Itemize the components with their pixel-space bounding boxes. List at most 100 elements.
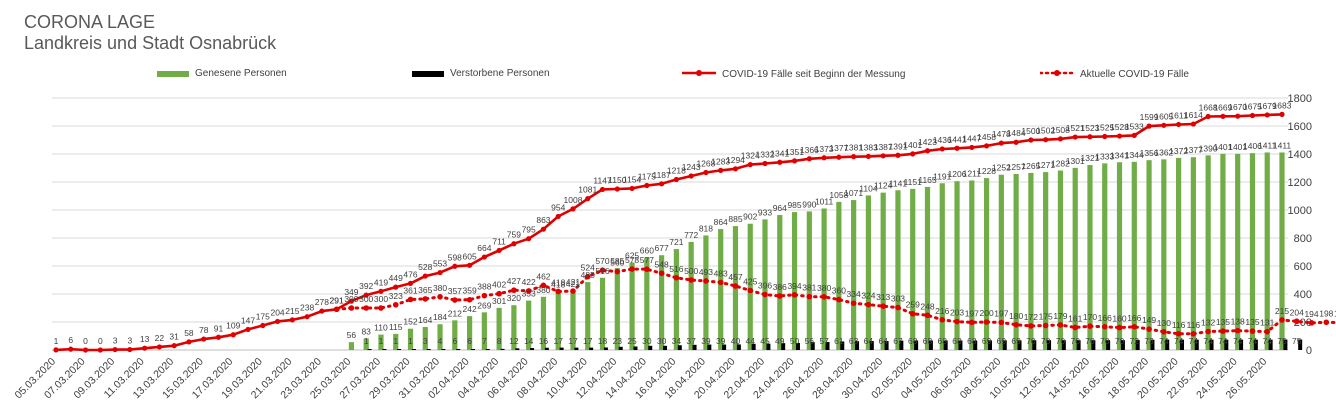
active-data-label: 402 <box>492 280 506 290</box>
active-data-label: 131 <box>1260 318 1274 328</box>
active-point <box>599 267 606 274</box>
deaths-bar <box>1032 340 1037 350</box>
deaths-bar <box>382 349 387 350</box>
active-point <box>1264 328 1271 335</box>
active-point <box>1234 327 1241 334</box>
active-data-label: 324 <box>861 291 875 301</box>
cumulative-point <box>555 213 561 220</box>
recovered-bar <box>555 291 561 350</box>
active-point <box>969 319 975 326</box>
cumulative-data-label: 664 <box>477 243 491 253</box>
deaths-bar <box>589 347 594 350</box>
active-data-label: 300 <box>359 294 373 304</box>
deaths-bar <box>1002 340 1007 350</box>
cumulative-data-label: 1423 <box>918 137 937 147</box>
deaths-bar <box>544 347 549 350</box>
deaths-data-label: 68 <box>938 336 948 346</box>
recovered-data-label: 1058 <box>829 190 848 200</box>
recovered-data-label: 421 <box>566 279 580 289</box>
active-data-label: 135 <box>1245 317 1259 327</box>
recovered-data-label: 1151 <box>904 177 923 187</box>
recovered-data-label: 1141 <box>889 178 908 188</box>
active-point <box>1101 323 1108 330</box>
active-data-label: 180 <box>1009 311 1023 321</box>
cumulative-data-label: 1500 <box>1021 126 1040 136</box>
cumulative-data-label: 91 <box>214 323 224 333</box>
cumulative-point <box>97 347 103 353</box>
active-data-label: 560 <box>610 258 624 268</box>
deaths-bar <box>973 340 978 350</box>
cumulative-point <box>983 143 990 149</box>
recovered-bar <box>969 180 975 350</box>
deaths-bar <box>515 348 520 350</box>
cumulative-point <box>186 339 192 345</box>
recovered-bar <box>570 291 576 350</box>
legend-item-active: Aktuelle COVID-19 Fälle <box>1038 68 1189 81</box>
recovered-bar <box>1028 172 1034 350</box>
cumulative-data-label: 1523 <box>1081 123 1100 133</box>
recovered-data-label: 864 <box>714 217 728 227</box>
active-data-label: 388 <box>477 282 491 292</box>
deaths-bar <box>1283 339 1288 350</box>
cumulative-data-label: 1387 <box>874 142 893 152</box>
cumulative-data-label: 109 <box>226 321 240 331</box>
recovered-data-label: 269 <box>477 300 491 310</box>
recovered-data-label: 1372 <box>1169 146 1188 156</box>
recovered-data-label: 660 <box>640 246 654 256</box>
cumulative-point <box>1028 137 1034 143</box>
active-data-label: 396 <box>758 281 772 291</box>
deaths-bar <box>426 349 431 350</box>
deaths-data-label: 3 <box>423 336 428 346</box>
cumulative-data-label: 1373 <box>815 144 834 154</box>
recovered-data-label: 301 <box>492 296 506 306</box>
deaths-data-label: 68 <box>952 336 962 346</box>
deaths-data-label: 4 <box>438 336 443 346</box>
cumulative-point <box>112 346 118 353</box>
active-data-label: 300 <box>344 294 358 304</box>
cumulative-data-label: 1377 <box>829 143 848 153</box>
active-point <box>1249 328 1256 334</box>
cumulative-point <box>614 186 620 192</box>
legend-swatch-recovered <box>157 70 189 77</box>
cumulative-point <box>1043 137 1049 143</box>
cumulative-point <box>1013 139 1019 145</box>
cumulative-data-label: 1447 <box>962 133 981 143</box>
active-point <box>821 294 827 300</box>
deaths-bar <box>1076 340 1081 350</box>
deaths-data-label: 1 <box>379 336 384 346</box>
active-point <box>880 303 886 309</box>
cumulative-point <box>526 236 532 242</box>
active-data-label: 457 <box>728 272 742 282</box>
cumulative-data-label: 3 <box>113 336 118 346</box>
cumulative-data-label: 1508 <box>1051 125 1070 135</box>
active-point <box>1116 324 1123 331</box>
cumulative-point <box>466 262 473 268</box>
cumulative-data-label: 1268 <box>696 158 715 168</box>
active-data-label: 196 <box>1334 309 1336 319</box>
active-data-label: 548 <box>655 259 669 269</box>
cumulative-point <box>673 176 679 183</box>
recovered-data-label: 485 <box>581 270 595 280</box>
cumulative-point <box>171 343 177 349</box>
cumulative-data-label: 605 <box>462 251 476 261</box>
legend-label-active: Aktuelle COVID-19 Fälle <box>1080 69 1189 80</box>
recovered-data-label: 1257 <box>1007 162 1026 172</box>
cumulative-data-label: 476 <box>403 269 417 279</box>
cumulative-point <box>437 269 443 276</box>
cumulative-point <box>747 162 753 168</box>
active-data-label: 365 <box>418 285 432 295</box>
recovered-bar <box>673 249 679 350</box>
recovered-data-label: 1165 <box>918 175 937 185</box>
recovered-bar <box>791 212 798 350</box>
cumulative-point <box>156 344 162 350</box>
active-point <box>511 287 517 294</box>
deaths-data-label: 64 <box>878 336 888 346</box>
active-point <box>525 288 532 294</box>
active-data-label: 259 <box>906 300 920 310</box>
active-point <box>452 297 458 303</box>
deaths-bar <box>500 348 505 350</box>
active-line <box>335 267 1336 336</box>
recovered-data-label: 1211 <box>963 168 982 178</box>
recovered-data-label: 1252 <box>992 163 1011 173</box>
active-data-label: 130 <box>1157 318 1171 328</box>
